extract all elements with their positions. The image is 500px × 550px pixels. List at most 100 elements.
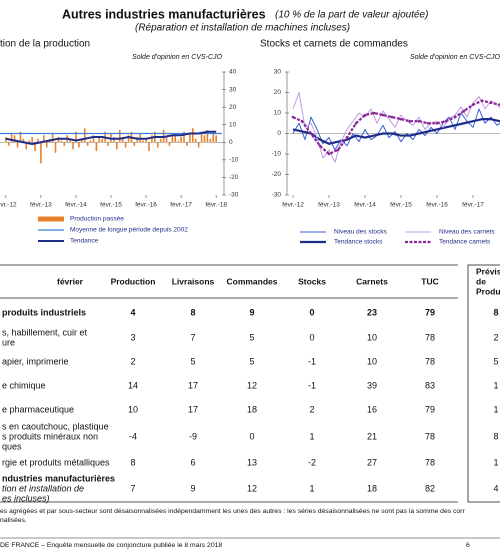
chart-note: Solde d'opinion en CVS-CJO — [410, 54, 500, 61]
row-label: s en caoutchouc, plastique — [2, 421, 109, 431]
bar — [133, 142, 136, 146]
x-tick-label: févr.-14 — [65, 202, 87, 209]
table-cell: 2 — [309, 404, 314, 414]
bar — [215, 135, 217, 143]
series-marker — [435, 121, 439, 125]
bar — [148, 142, 150, 152]
y-tick-label: 30 — [229, 86, 237, 93]
bar — [191, 128, 194, 143]
series-marker — [300, 119, 304, 123]
x-tick-label: févr.-15 — [100, 202, 122, 209]
bar — [142, 140, 144, 143]
forecast-header: Produ — [476, 286, 500, 296]
bar — [156, 142, 159, 148]
table-cell: 4 — [130, 307, 135, 317]
x-tick-label: févr.-16 — [426, 202, 448, 209]
footnote: nalisées. — [0, 517, 27, 524]
series-marker — [417, 119, 421, 123]
table-cell: -2 — [308, 457, 316, 467]
bar — [101, 138, 104, 143]
footnote: es agrégées et par sous-secteur sont dés… — [0, 508, 465, 515]
chart-title: tion de la production — [0, 39, 90, 50]
bar — [177, 140, 179, 143]
x-tick-label: févr.-14 — [354, 202, 376, 209]
forecast-cell: 1 — [493, 404, 498, 414]
x-tick-label: févr.-17 — [462, 202, 484, 209]
table-cell: 16 — [367, 404, 377, 414]
table-header: février — [57, 276, 84, 286]
bar — [200, 131, 203, 143]
table-cell: 3 — [130, 332, 135, 342]
table-header: TUC — [421, 276, 438, 286]
bar — [51, 133, 54, 143]
bar — [165, 137, 168, 143]
series-line — [292, 108, 500, 151]
legend-label: Moyenne de longue période depuis 2002 — [70, 227, 188, 234]
series-marker — [444, 119, 448, 123]
forecast-header: Prévis — [476, 266, 500, 276]
forecast-box — [467, 264, 500, 503]
y-tick-label: 10 — [274, 110, 282, 117]
table-cell: 6 — [190, 457, 195, 467]
bar — [209, 138, 212, 143]
table-cell: 21 — [367, 431, 377, 441]
series-marker — [480, 99, 484, 102]
table-header: Commandes — [226, 276, 277, 286]
legend-label: Tendance carnets — [439, 239, 491, 246]
bar — [92, 135, 95, 143]
title-note: (10 % de la part de valeur ajoutée) — [275, 10, 428, 21]
table-cell: -1 — [308, 356, 316, 366]
bar — [107, 142, 109, 146]
table-cell: 7 — [190, 332, 195, 342]
bar — [159, 138, 162, 143]
bar — [45, 142, 48, 148]
bar — [37, 138, 39, 143]
row-label: e chimique — [2, 380, 46, 390]
bar — [151, 135, 153, 143]
table-cell: 10 — [128, 404, 138, 414]
table-cell: 0 — [249, 431, 254, 441]
bar — [60, 140, 63, 143]
row-label: produits industriels — [2, 307, 86, 317]
legend-label: Niveau des stocks — [334, 229, 387, 236]
bar — [25, 142, 28, 150]
series-marker — [390, 115, 394, 119]
x-tick-label: févr.-16 — [135, 202, 157, 209]
bar — [127, 135, 130, 143]
y-tick-label: 30 — [274, 69, 282, 76]
series-marker — [426, 121, 430, 125]
table-cell: 18 — [367, 483, 377, 493]
legend-label: Tendance stocks — [334, 239, 383, 246]
bar — [83, 128, 86, 143]
table-cell: 83 — [425, 380, 435, 390]
chart-title: Stocks et carnets de commandes — [260, 39, 408, 50]
bar — [69, 138, 71, 143]
table-cell: 9 — [249, 307, 254, 317]
series-line — [292, 118, 500, 145]
row-label: s, habillement, cuir et — [2, 327, 88, 337]
series-marker — [354, 121, 358, 125]
bar — [197, 142, 200, 148]
legend-label: Niveau des carnets — [439, 229, 495, 236]
table-cell: 10 — [367, 332, 377, 342]
table-header: Production — [111, 276, 156, 286]
table-cell: -1 — [308, 380, 316, 390]
table-cell: -4 — [129, 431, 137, 441]
forecast-cell: 1 — [493, 380, 498, 390]
table-cell: 18 — [247, 404, 257, 414]
table-cell: 78 — [425, 356, 435, 366]
table-cell: 9 — [190, 483, 195, 493]
series-line — [5, 130, 217, 146]
table-cell: 27 — [367, 457, 377, 467]
row-label: s produits minéraux non — [2, 431, 98, 441]
table-cell: 5 — [249, 356, 254, 366]
series-marker — [327, 152, 331, 156]
y-tick-label: -20 — [272, 171, 282, 178]
series-line — [292, 99, 500, 156]
row-label: tion et installation de — [2, 483, 84, 493]
bar — [43, 135, 45, 143]
y-tick-label: -10 — [272, 151, 282, 158]
